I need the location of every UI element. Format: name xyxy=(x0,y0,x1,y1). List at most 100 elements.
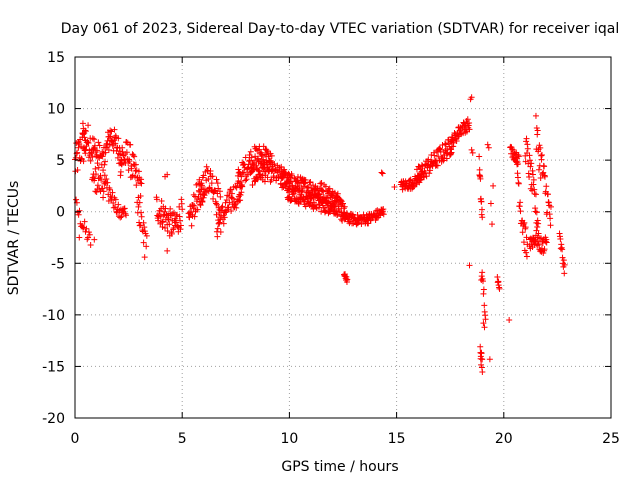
data-point xyxy=(431,152,438,159)
data-point xyxy=(334,190,341,197)
data-point xyxy=(190,205,197,212)
data-point xyxy=(264,174,271,181)
data-point xyxy=(171,209,178,216)
data-point xyxy=(317,180,324,187)
data-point xyxy=(139,227,146,234)
data-point xyxy=(265,168,272,175)
data-point xyxy=(208,180,215,187)
data-point xyxy=(340,200,346,207)
data-point xyxy=(188,222,195,229)
data-point xyxy=(100,167,107,174)
data-point xyxy=(531,190,538,197)
data-point xyxy=(232,183,239,190)
data-point xyxy=(207,168,214,175)
data-point xyxy=(466,126,473,133)
data-point xyxy=(380,211,387,218)
data-point xyxy=(225,193,232,200)
data-point xyxy=(477,343,484,350)
data-point xyxy=(131,153,138,160)
y-tick-label: -20 xyxy=(42,411,65,427)
data-point xyxy=(198,195,205,202)
data-point xyxy=(240,169,247,176)
data-point xyxy=(487,200,494,207)
data-point xyxy=(162,224,169,231)
data-point xyxy=(528,160,535,167)
data-point xyxy=(228,207,235,214)
data-point xyxy=(538,151,545,158)
data-point xyxy=(132,161,139,168)
data-point xyxy=(310,205,317,212)
data-point xyxy=(191,213,198,220)
data-point xyxy=(337,197,344,204)
data-point xyxy=(544,191,551,198)
data-point xyxy=(216,188,223,195)
data-point xyxy=(194,206,201,213)
data-point xyxy=(466,262,473,269)
data-point xyxy=(214,233,221,240)
data-point xyxy=(477,175,484,182)
data-point xyxy=(198,182,205,189)
data-point xyxy=(173,219,180,226)
data-point xyxy=(443,155,450,162)
data-point xyxy=(476,153,483,160)
data-point xyxy=(79,120,86,127)
data-point xyxy=(243,176,250,183)
y-tick-label: 0 xyxy=(56,205,65,221)
data-point xyxy=(91,236,98,243)
data-point xyxy=(523,249,530,256)
data-point xyxy=(468,146,475,153)
data-point xyxy=(94,147,101,154)
data-point xyxy=(81,146,88,153)
data-point xyxy=(158,198,165,205)
data-point xyxy=(237,178,244,185)
data-point xyxy=(82,127,89,134)
data-point xyxy=(159,218,166,225)
data-point xyxy=(122,210,129,217)
data-point xyxy=(165,216,172,223)
data-point xyxy=(242,154,249,161)
data-point xyxy=(480,278,487,285)
data-point xyxy=(101,172,108,179)
data-point xyxy=(123,149,130,156)
data-point xyxy=(174,223,181,230)
data-point xyxy=(526,173,533,180)
data-point xyxy=(520,239,527,246)
data-point xyxy=(125,167,132,174)
data-point xyxy=(326,185,333,192)
data-point xyxy=(560,257,567,264)
data-point xyxy=(248,154,255,161)
data-point xyxy=(484,141,491,148)
data-point xyxy=(508,145,515,152)
data-point xyxy=(153,196,160,203)
data-point xyxy=(278,175,285,182)
data-point xyxy=(90,145,97,152)
data-point xyxy=(559,246,566,253)
data-point xyxy=(126,158,133,165)
data-point xyxy=(532,112,539,119)
data-point xyxy=(514,174,521,181)
data-point xyxy=(307,178,314,185)
data-point xyxy=(247,148,254,155)
data-point xyxy=(135,203,142,210)
data-point xyxy=(81,218,88,225)
data-point xyxy=(529,171,536,178)
data-point xyxy=(75,211,82,218)
data-point xyxy=(541,173,548,180)
data-point xyxy=(485,144,492,151)
data-point xyxy=(481,302,488,309)
data-point xyxy=(302,203,309,210)
data-point xyxy=(115,135,122,142)
data-point xyxy=(127,141,134,148)
data-point xyxy=(519,229,526,236)
data-point xyxy=(137,193,144,200)
data-point xyxy=(169,210,176,217)
data-point xyxy=(299,187,306,194)
data-point xyxy=(541,246,548,253)
data-point xyxy=(304,188,311,195)
data-point xyxy=(331,189,338,196)
data-point xyxy=(532,191,539,198)
data-point xyxy=(509,146,516,153)
data-point xyxy=(92,165,99,172)
data-point xyxy=(84,139,91,146)
data-point xyxy=(379,170,386,177)
